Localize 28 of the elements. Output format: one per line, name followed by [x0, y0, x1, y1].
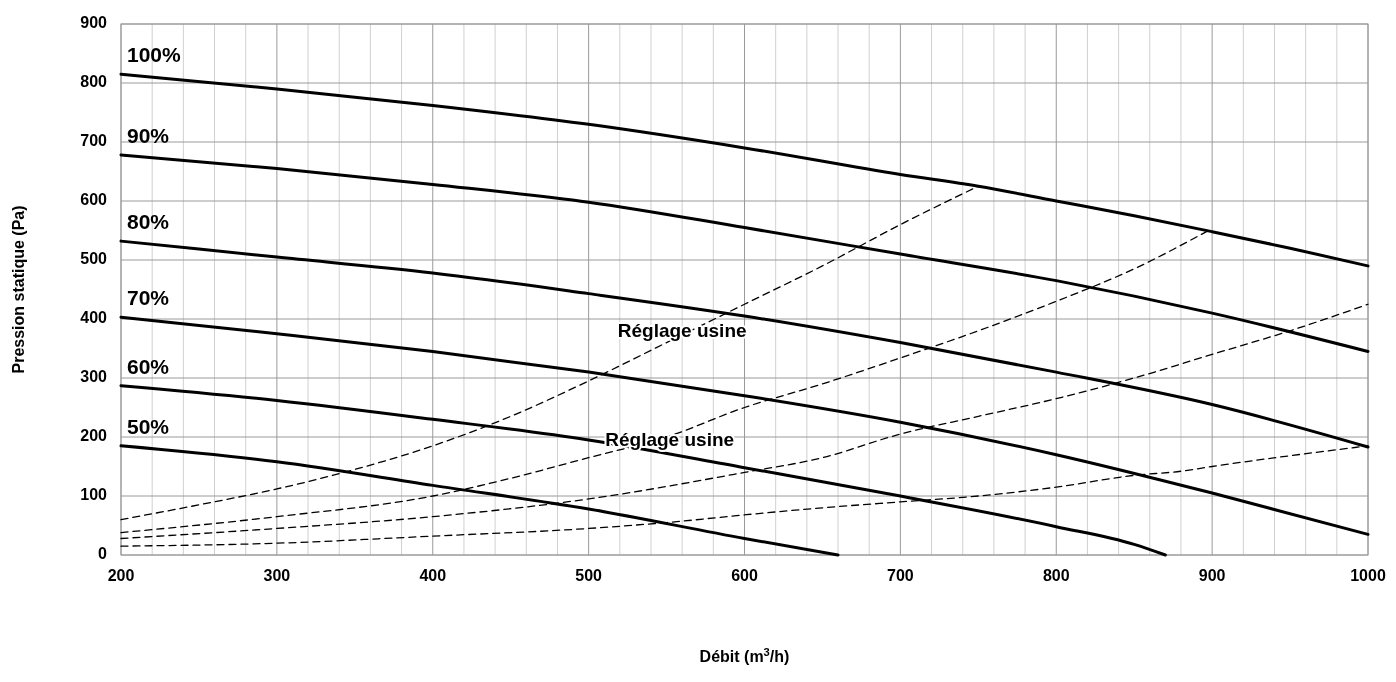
series-label: 70%: [127, 286, 170, 310]
series-label: 60%: [127, 354, 170, 378]
annotation: Réglage usine: [617, 320, 747, 341]
x-tick-label: 800: [1042, 567, 1070, 584]
x-tick-label: 900: [1198, 567, 1226, 584]
y-axis-title: Pression statique (Pa): [10, 205, 27, 374]
series-label: 90%: [127, 123, 170, 147]
x-tick-label: 700: [887, 567, 914, 584]
x-tick-label: 500: [575, 567, 603, 584]
y-tick-label: 500: [80, 250, 108, 268]
series-label: 50%: [127, 414, 170, 438]
y-tick-label: 100: [80, 486, 108, 504]
series-label: 100%: [127, 43, 182, 67]
y-tick-label: 300: [80, 368, 108, 386]
y-tick-label: 400: [80, 309, 108, 327]
y-tick-label: 600: [80, 191, 108, 209]
x-tick-label: 400: [419, 567, 447, 584]
y-tick-label: 0: [98, 545, 108, 563]
y-tick-label: 800: [80, 73, 108, 91]
y-tick-label: 900: [80, 14, 108, 32]
x-tick-label: 300: [263, 567, 291, 584]
y-tick-label: 700: [80, 132, 108, 150]
series-label: 80%: [127, 210, 170, 234]
x-axis-title: Débit (m$^{3}$/h): [699, 646, 790, 665]
x-tick-label: 200: [107, 567, 135, 584]
y-tick-label: 200: [80, 427, 108, 445]
x-tick-label: 600: [731, 567, 758, 584]
x-tick-label: 1000: [1350, 567, 1386, 584]
